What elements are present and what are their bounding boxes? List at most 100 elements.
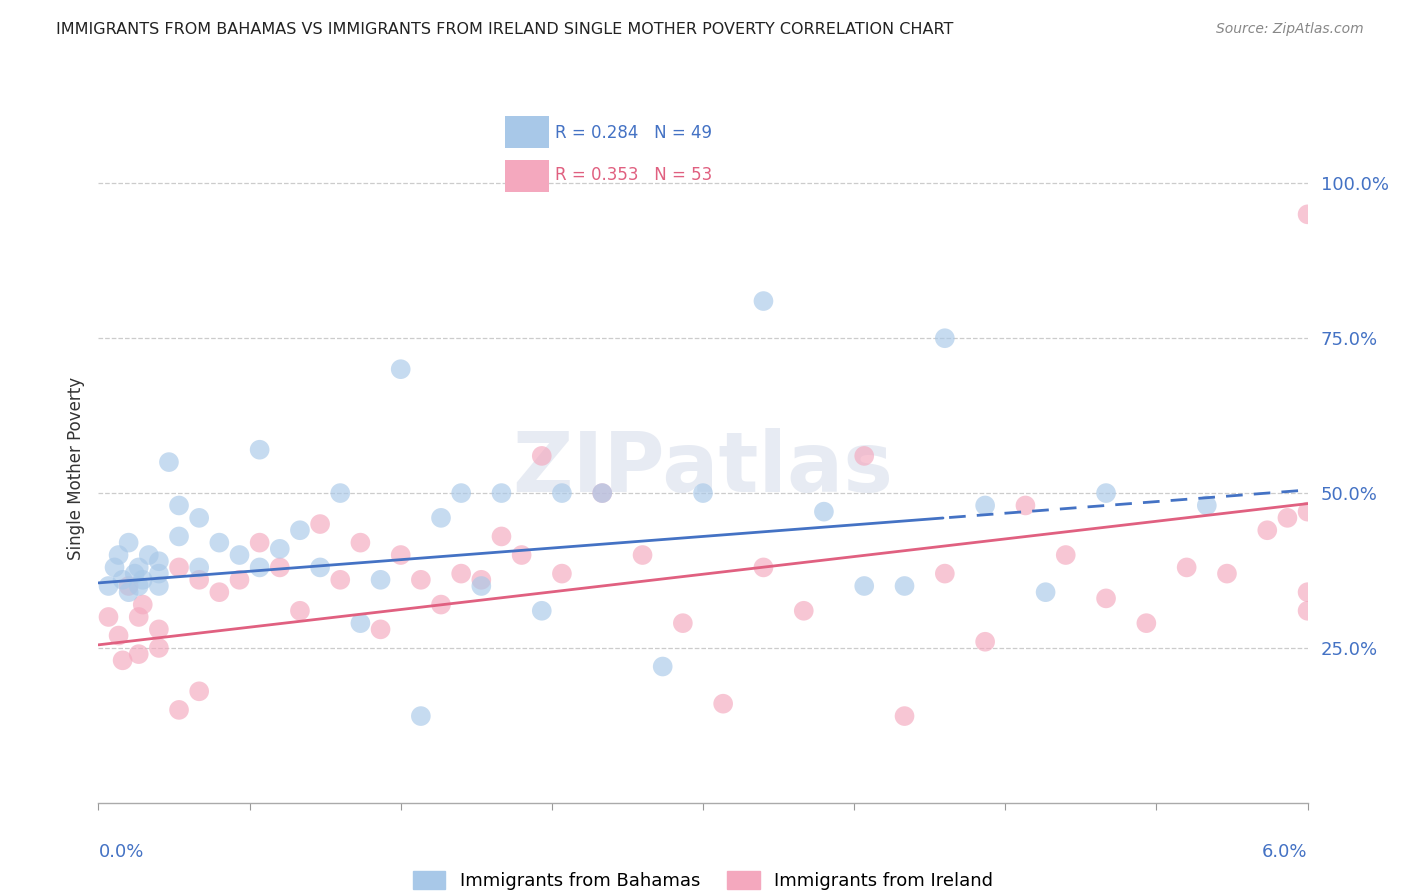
- Point: [167, 703, 190, 717]
- Point: [148, 640, 170, 655]
- Point: [491, 486, 513, 500]
- Legend: Immigrants from Bahamas, Immigrants from Ireland: Immigrants from Bahamas, Immigrants from…: [405, 864, 1001, 892]
- Point: [1216, 566, 1239, 581]
- Point: [651, 659, 673, 673]
- Point: [711, 697, 734, 711]
- Text: R = 0.353   N = 53: R = 0.353 N = 53: [555, 167, 711, 185]
- Point: [208, 585, 231, 599]
- Point: [188, 511, 211, 525]
- Point: [409, 573, 432, 587]
- Point: [813, 505, 835, 519]
- Point: [188, 684, 211, 698]
- Point: [138, 548, 160, 562]
- Point: [470, 579, 492, 593]
- Y-axis label: Single Mother Poverty: Single Mother Poverty: [66, 376, 84, 560]
- Text: R = 0.284   N = 49: R = 0.284 N = 49: [555, 124, 711, 142]
- Point: [450, 486, 472, 500]
- FancyBboxPatch shape: [505, 116, 548, 148]
- Point: [631, 548, 654, 562]
- Point: [309, 560, 332, 574]
- Point: [148, 566, 170, 581]
- Point: [103, 560, 125, 574]
- Point: [107, 629, 129, 643]
- Point: [470, 573, 492, 587]
- Point: [349, 535, 371, 549]
- Point: [167, 560, 190, 574]
- Text: 0.0%: 0.0%: [98, 843, 143, 861]
- Point: [111, 653, 134, 667]
- Point: [853, 579, 876, 593]
- Point: [148, 623, 170, 637]
- Point: [530, 449, 553, 463]
- Point: [591, 486, 613, 500]
- Point: [430, 511, 453, 525]
- Point: [1296, 505, 1319, 519]
- Point: [329, 573, 352, 587]
- Point: [893, 709, 915, 723]
- Point: [1277, 511, 1299, 525]
- Point: [148, 554, 170, 568]
- Point: [118, 579, 141, 593]
- Point: [269, 541, 291, 556]
- Text: ZIPatlas: ZIPatlas: [513, 428, 893, 508]
- Text: Source: ZipAtlas.com: Source: ZipAtlas.com: [1216, 22, 1364, 37]
- Point: [249, 442, 271, 457]
- Point: [132, 598, 155, 612]
- Point: [128, 579, 150, 593]
- Point: [752, 294, 775, 309]
- Point: [288, 523, 311, 537]
- Point: [450, 566, 472, 581]
- Point: [1035, 585, 1057, 599]
- Point: [1135, 616, 1157, 631]
- Point: [132, 573, 155, 587]
- Point: [1296, 604, 1319, 618]
- Point: [672, 616, 695, 631]
- Point: [269, 560, 291, 574]
- Point: [228, 573, 250, 587]
- Point: [124, 566, 146, 581]
- Point: [1054, 548, 1077, 562]
- Point: [329, 486, 352, 500]
- Point: [934, 331, 956, 345]
- Point: [551, 486, 574, 500]
- Point: [370, 573, 392, 587]
- Point: [430, 598, 453, 612]
- Point: [974, 634, 997, 648]
- Point: [551, 566, 574, 581]
- Point: [111, 573, 134, 587]
- Point: [370, 623, 392, 637]
- Point: [107, 548, 129, 562]
- Text: IMMIGRANTS FROM BAHAMAS VS IMMIGRANTS FROM IRELAND SINGLE MOTHER POVERTY CORRELA: IMMIGRANTS FROM BAHAMAS VS IMMIGRANTS FR…: [56, 22, 953, 37]
- Text: 6.0%: 6.0%: [1263, 843, 1308, 861]
- Point: [1296, 585, 1319, 599]
- Point: [188, 560, 211, 574]
- Point: [591, 486, 613, 500]
- Point: [249, 560, 271, 574]
- Point: [228, 548, 250, 562]
- Point: [148, 579, 170, 593]
- Point: [188, 573, 211, 587]
- Point: [167, 529, 190, 543]
- Point: [97, 579, 120, 593]
- Point: [752, 560, 775, 574]
- Point: [118, 535, 141, 549]
- Point: [128, 560, 150, 574]
- Point: [97, 610, 120, 624]
- Point: [349, 616, 371, 631]
- Point: [692, 486, 714, 500]
- Point: [157, 455, 180, 469]
- Point: [118, 585, 141, 599]
- Point: [1095, 486, 1118, 500]
- Point: [1095, 591, 1118, 606]
- Point: [208, 535, 231, 549]
- Point: [974, 499, 997, 513]
- Point: [1296, 207, 1319, 221]
- FancyBboxPatch shape: [505, 161, 548, 193]
- Point: [491, 529, 513, 543]
- Point: [389, 548, 412, 562]
- Point: [793, 604, 815, 618]
- Point: [893, 579, 915, 593]
- Point: [128, 647, 150, 661]
- Point: [128, 610, 150, 624]
- Point: [309, 517, 332, 532]
